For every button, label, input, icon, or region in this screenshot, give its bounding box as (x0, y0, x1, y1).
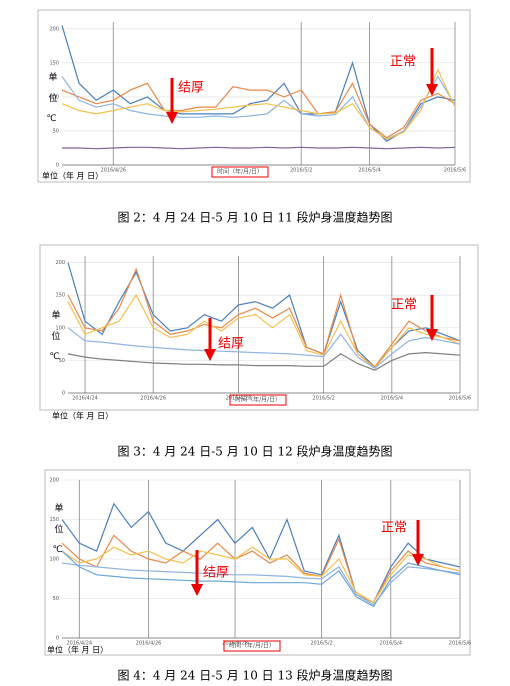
series-line (61, 68, 456, 140)
chart-frame (44, 469, 471, 656)
y-tick-label: 150 (49, 60, 59, 66)
x-tick-label: 2016/5/2 (310, 641, 332, 647)
x-axis-label: 时间（年/月/日） (229, 642, 275, 650)
x-label-box (223, 640, 281, 652)
x-tick-label: 2016/5/4 (358, 168, 380, 174)
annotation: 正常 (381, 521, 407, 536)
annotation: 结厚 (218, 337, 244, 352)
y-tick-label: 150 (49, 517, 59, 523)
y-tick-label: 0 (62, 391, 65, 397)
x-label-box (229, 394, 287, 406)
series-line (61, 25, 456, 142)
series-line (67, 351, 461, 371)
y-axis-label: 单位℃ (53, 502, 64, 567)
series-line (61, 534, 461, 604)
y-tick-label: 150 (55, 293, 65, 299)
series-line (61, 550, 461, 608)
annotation: 结厚 (178, 81, 204, 96)
y-tick-label: 0 (56, 636, 59, 642)
figure-caption: 图 3：4 月 24 日-5 月 10 日 12 段炉身温度趋势图 (117, 444, 392, 459)
x-label-box (211, 166, 269, 178)
x-axis-label: 时间（年/月/日） (217, 168, 263, 176)
y-axis-label: 单位℃ (50, 309, 61, 374)
x-tick-label: 2016/5/2 (290, 168, 312, 174)
x-tick-label: 2016/4/28 (222, 641, 248, 647)
x-tick-label: 2016/4/28 (226, 396, 252, 402)
annotation: 正常 (391, 298, 417, 313)
annotation: 结厚 (203, 566, 229, 581)
y-tick-label: 200 (49, 478, 59, 484)
chart-frame (37, 9, 471, 183)
figure-caption: 图 4：4 月 24 日-5 月 10 日 13 段炉身温度趋势图 (117, 668, 392, 683)
series-line (67, 267, 461, 368)
series-line (61, 562, 461, 606)
y-tick-label: 50 (53, 596, 59, 602)
x-tick-label: 2016/4/26 (136, 641, 162, 647)
unit-label: 单位（年 月 日） (47, 645, 108, 655)
series-line (61, 502, 461, 604)
y-tick-label: 50 (59, 358, 65, 364)
annotation: 正常 (390, 55, 416, 70)
x-tick-label: 2016/4/26 (140, 396, 166, 402)
y-tick-label: 200 (55, 260, 65, 266)
y-axis-label: 单位℃ (47, 71, 58, 136)
x-tick-label: 2016/4/24 (66, 641, 92, 647)
x-axis-label: 时间（年/月/日） (235, 396, 281, 404)
x-tick-label: 2016/5/6 (444, 168, 466, 174)
series-line (61, 81, 456, 139)
x-tick-label: 2016/5/2 (312, 396, 334, 402)
x-tick-label: 2016/5/4 (380, 641, 402, 647)
y-tick-label: 0 (56, 163, 59, 169)
series-line (67, 293, 461, 370)
unit-label: 单位（年 月 日） (52, 411, 113, 421)
y-tick-label: 100 (49, 557, 59, 563)
y-tick-label: 100 (55, 325, 65, 331)
x-tick-label: 2016/5/6 (449, 396, 471, 402)
x-tick-label: 2016/4/24 (72, 396, 98, 402)
y-tick-label: 50 (53, 128, 59, 134)
unit-label: 单位（年 月 日） (42, 171, 103, 181)
series-line (62, 146, 456, 150)
figure-caption: 图 2：4 月 24 日-5 月 10 日 11 段炉身温度趋势图 (117, 210, 392, 225)
series-line (67, 327, 461, 369)
x-tick-label: 2016/5/4 (381, 396, 403, 402)
y-tick-label: 100 (49, 94, 59, 100)
y-tick-label: 200 (49, 26, 59, 32)
series-line (61, 546, 461, 604)
x-tick-label: 2016/5/6 (449, 641, 471, 647)
x-tick-label: 2016/4/26 (100, 168, 126, 174)
